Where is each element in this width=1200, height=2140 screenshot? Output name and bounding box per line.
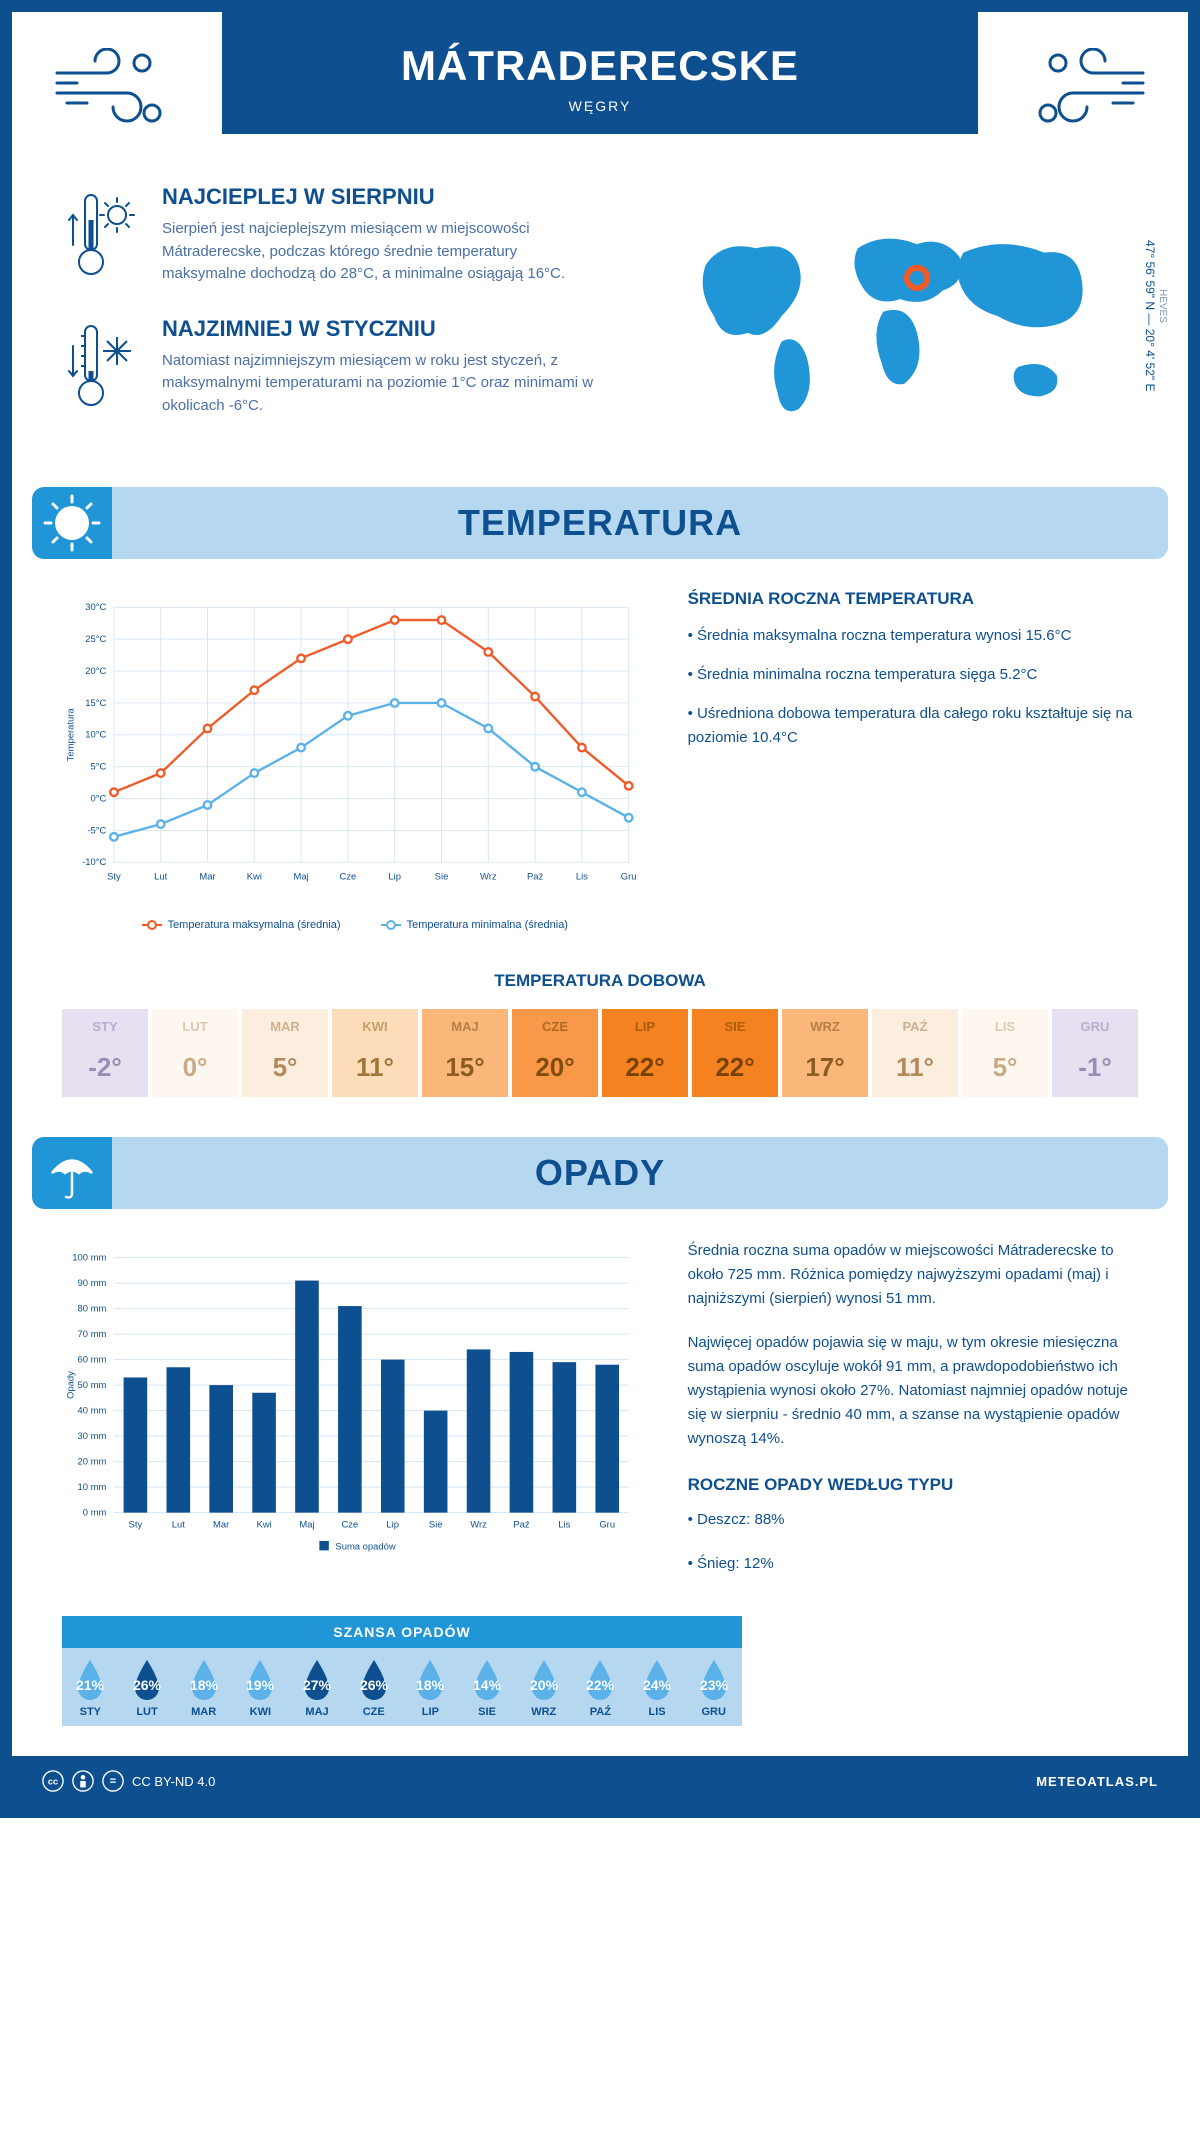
svg-text:Lip: Lip — [386, 1520, 399, 1531]
svg-text:=: = — [110, 1776, 116, 1788]
coordinates: HEVES 47° 56' 59" N — 20° 4' 52" E — [1143, 184, 1168, 447]
svg-text:27%: 27% — [303, 1677, 332, 1693]
svg-text:Gru: Gru — [621, 871, 637, 882]
svg-text:Paź: Paź — [513, 1520, 530, 1531]
svg-text:Sie: Sie — [435, 871, 449, 882]
svg-text:Kwi: Kwi — [247, 871, 262, 882]
svg-text:Sty: Sty — [129, 1520, 143, 1531]
svg-text:23%: 23% — [700, 1677, 729, 1693]
svg-text:30°C: 30°C — [85, 602, 106, 613]
section-title: OPADY — [62, 1152, 1138, 1194]
svg-text:25°C: 25°C — [85, 634, 106, 645]
rain-chance-table: SZANSA OPADÓW 21%STY26%LUT18%MAR19%KWI27… — [62, 1616, 742, 1726]
svg-text:Lis: Lis — [576, 871, 588, 882]
svg-text:100 mm: 100 mm — [72, 1252, 106, 1263]
svg-text:70 mm: 70 mm — [78, 1329, 107, 1340]
svg-text:Cze: Cze — [340, 871, 357, 882]
svg-text:Mar: Mar — [213, 1520, 229, 1531]
sun-icon — [32, 487, 112, 559]
svg-text:-10°C: -10°C — [82, 857, 106, 868]
svg-text:Opady: Opady — [65, 1371, 76, 1399]
svg-text:Lut: Lut — [154, 871, 167, 882]
svg-text:26%: 26% — [133, 1677, 162, 1693]
svg-text:80 mm: 80 mm — [78, 1303, 107, 1314]
coldest-block: NAJZIMNIEJ W STYCZNIU Natomiast najzimni… — [62, 316, 605, 418]
svg-text:18%: 18% — [416, 1677, 445, 1693]
license-block: cc = CC BY-ND 4.0 — [42, 1770, 215, 1792]
title-banner: MÁTRADERECSKE WĘGRY — [222, 12, 978, 134]
temperature-line-chart: -10°C -5°C 0°C 5°C 10°C 15°C 20°C 25°C 30°C Sty Lu… — [62, 589, 648, 931]
svg-text:18%: 18% — [190, 1677, 219, 1693]
coldest-text: Natomiast najzimniejszym miesiącem w rok… — [162, 350, 605, 418]
svg-text:5°C: 5°C — [91, 762, 107, 773]
svg-text:Mar: Mar — [199, 871, 215, 882]
location-title: MÁTRADERECSKE — [322, 42, 878, 90]
svg-text:14%: 14% — [473, 1677, 502, 1693]
section-title: TEMPERATURA — [62, 502, 1138, 544]
thermometer-cold-icon — [62, 316, 142, 418]
header: MÁTRADERECSKE WĘGRY — [12, 12, 1188, 154]
svg-text:Sty: Sty — [107, 871, 121, 882]
svg-text:20°C: 20°C — [85, 666, 106, 677]
svg-text:Cze: Cze — [341, 1520, 358, 1531]
svg-text:Paź: Paź — [527, 871, 544, 882]
hottest-text: Sierpień jest najcieplejszym miesiącem w… — [162, 218, 605, 286]
svg-text:50 mm: 50 mm — [78, 1380, 107, 1391]
precipitation-description: Średnia roczna suma opadów w miejscowośc… — [688, 1239, 1138, 1596]
daily-temperature-table: TEMPERATURA DOBOWA STY-2°LUT0°MAR5°KWI11… — [12, 961, 1188, 1137]
svg-text:40 mm: 40 mm — [78, 1405, 107, 1416]
coldest-title: NAJZIMNIEJ W STYCZNIU — [162, 316, 605, 342]
svg-text:20 mm: 20 mm — [78, 1456, 107, 1467]
thermometer-hot-icon — [62, 184, 142, 286]
svg-text:Suma opadów: Suma opadów — [335, 1541, 396, 1552]
site-name: METEOATLAS.PL — [1036, 1774, 1158, 1789]
svg-text:90 mm: 90 mm — [78, 1278, 107, 1289]
svg-text:15°C: 15°C — [85, 698, 106, 709]
umbrella-icon — [32, 1137, 112, 1209]
svg-text:Lis: Lis — [558, 1520, 570, 1531]
svg-text:Kwi: Kwi — [256, 1520, 271, 1531]
footer: cc = CC BY-ND 4.0 METEOATLAS.PL — [12, 1756, 1188, 1806]
svg-text:Maj: Maj — [294, 871, 309, 882]
svg-text:10 mm: 10 mm — [78, 1482, 107, 1493]
svg-text:26%: 26% — [360, 1677, 389, 1693]
intro-section: NAJCIEPLEJ W SIERPNIU Sierpień jest najc… — [12, 154, 1188, 487]
svg-text:Lut: Lut — [172, 1520, 185, 1531]
svg-text:Wrz: Wrz — [470, 1520, 487, 1531]
svg-text:21%: 21% — [76, 1677, 105, 1693]
hottest-block: NAJCIEPLEJ W SIERPNIU Sierpień jest najc… — [62, 184, 605, 286]
svg-text:Gru: Gru — [599, 1520, 615, 1531]
precipitation-bar-chart: 0 mm 10 mm 20 mm 30 mm 40 mm 50 mm 60 mm 70 mm 8… — [62, 1239, 648, 1596]
svg-text:30 mm: 30 mm — [78, 1431, 107, 1442]
world-map: HEVES 47° 56' 59" N — 20° 4' 52" E — [645, 184, 1138, 447]
svg-text:Wrz: Wrz — [480, 871, 497, 882]
svg-text:10°C: 10°C — [85, 730, 106, 741]
svg-text:60 mm: 60 mm — [78, 1354, 107, 1365]
temperature-banner: TEMPERATURA — [32, 487, 1168, 559]
country-label: WĘGRY — [322, 98, 878, 114]
svg-text:-5°C: -5°C — [87, 825, 106, 836]
svg-text:20%: 20% — [530, 1677, 559, 1693]
svg-text:19%: 19% — [246, 1677, 275, 1693]
svg-text:Temperatura: Temperatura — [65, 708, 76, 762]
svg-text:0°C: 0°C — [91, 793, 107, 804]
svg-text:24%: 24% — [643, 1677, 672, 1693]
svg-text:cc: cc — [48, 1777, 58, 1787]
svg-text:Sie: Sie — [429, 1520, 443, 1531]
wind-icon — [52, 48, 192, 128]
svg-text:0 mm: 0 mm — [83, 1507, 107, 1518]
svg-text:Lip: Lip — [388, 871, 401, 882]
wind-icon — [1008, 48, 1148, 128]
svg-text:22%: 22% — [586, 1677, 615, 1693]
precipitation-banner: OPADY — [32, 1137, 1168, 1209]
temperature-description: ŚREDNIA ROCZNA TEMPERATURA • Średnia mak… — [688, 589, 1138, 931]
hottest-title: NAJCIEPLEJ W SIERPNIU — [162, 184, 605, 210]
svg-text:Maj: Maj — [299, 1520, 314, 1531]
